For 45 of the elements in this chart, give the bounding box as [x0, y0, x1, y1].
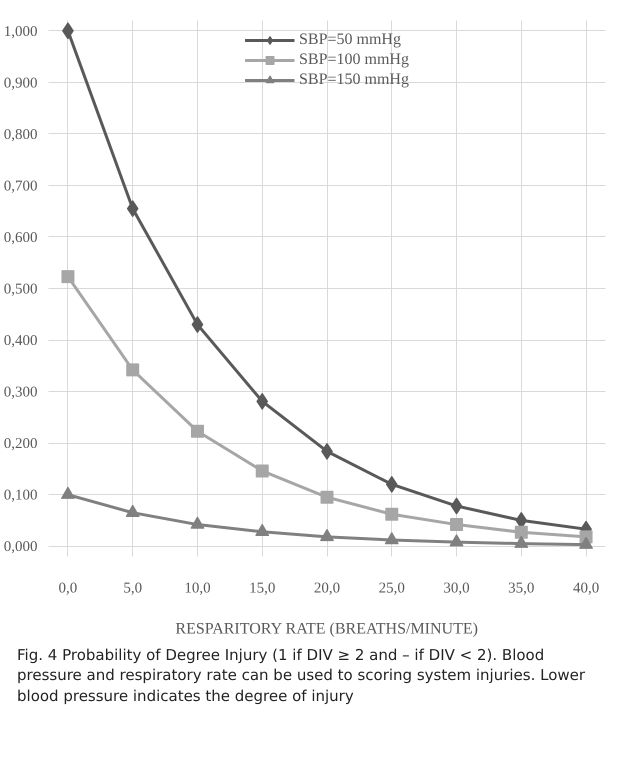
- x-tick-label: 35,0: [508, 580, 534, 596]
- point: [126, 200, 139, 218]
- point: [190, 424, 204, 438]
- point: [255, 524, 270, 536]
- y-tick-label: 0,100: [4, 488, 38, 504]
- y-tick-label: 0,400: [4, 333, 38, 350]
- point: [190, 516, 204, 529]
- point: [514, 536, 528, 548]
- point: [256, 392, 268, 410]
- y-tick-label: 0,700: [4, 178, 38, 194]
- x-tick-label: 10,0: [184, 580, 211, 596]
- y-tick-label: 0,600: [4, 230, 38, 246]
- point: [126, 363, 140, 376]
- x-tick-label: 5,0: [123, 580, 142, 596]
- point: [256, 464, 269, 478]
- point: [514, 526, 528, 539]
- x-tick-label: 0,0: [58, 580, 78, 596]
- point: [126, 504, 140, 517]
- point: [384, 532, 399, 544]
- x-tick-label: 25,0: [378, 580, 405, 596]
- x-tick-label: 15,0: [249, 580, 276, 596]
- y-tick-label: 0,800: [4, 126, 38, 143]
- point: [385, 508, 398, 521]
- y-tick-label: 0,900: [4, 75, 38, 92]
- point: [386, 476, 398, 493]
- caption: Fig. 4 Probability of Degree Injury (1 if DIV ≥ 2 and – if DIV < 2). Blood pressure and respiratory rate can be used to scoring system injuries. Lower blood pressure indicates the degree of injury: [17, 645, 586, 706]
- point: [320, 528, 334, 542]
- x-axis-title: RESPARITORY RATE (BREATHS/MINUTE): [175, 620, 478, 638]
- point: [450, 534, 464, 546]
- legend-label: SBP=100 mmHg: [299, 51, 409, 69]
- point: [61, 270, 74, 284]
- point: [320, 490, 334, 504]
- y-tick-label: 0,000: [4, 539, 38, 556]
- y-tick-label: 0,300: [4, 384, 38, 401]
- y-tick-label: 1,000: [4, 24, 38, 40]
- x-tick-label: 40,0: [572, 580, 600, 596]
- point: [579, 536, 594, 549]
- y-tick-label: 0,200: [4, 436, 38, 452]
- legend-label: SBP=150 mmHg: [299, 71, 409, 89]
- x-tick-label: 20,0: [314, 580, 340, 596]
- legend-label: SBP=50 mmHg: [299, 31, 401, 49]
- x-tick-label: 30,0: [443, 580, 470, 596]
- point: [60, 486, 75, 499]
- point: [450, 518, 464, 532]
- y-tick-label: 0,500: [4, 282, 38, 298]
